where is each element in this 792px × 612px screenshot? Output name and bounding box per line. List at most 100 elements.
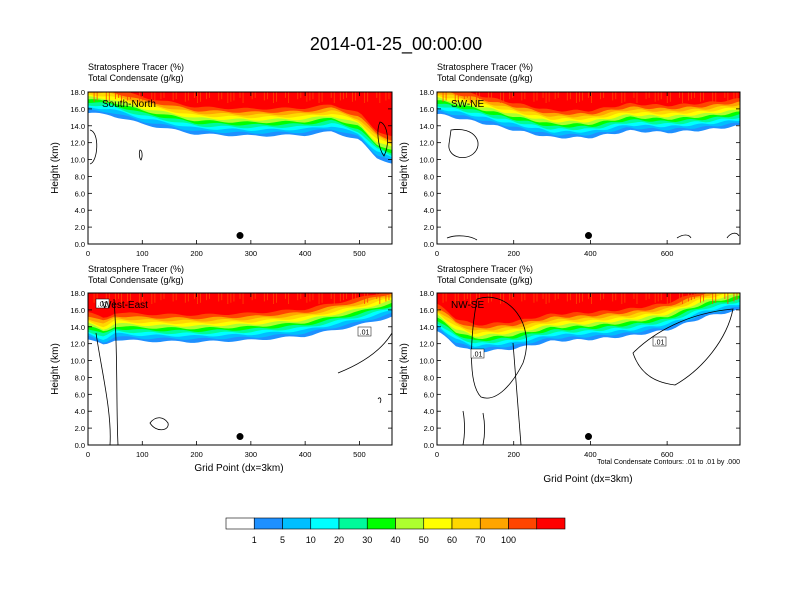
contour-label-box bbox=[652, 336, 667, 347]
x-tick-label: 400 bbox=[584, 450, 597, 459]
condensate-contour bbox=[377, 121, 388, 157]
condensate-contour bbox=[726, 232, 740, 239]
colorbar-swatch bbox=[508, 517, 538, 530]
contour-label: .01 bbox=[655, 340, 665, 347]
y-tick-label: 8.0 bbox=[75, 172, 85, 181]
contour-label-box bbox=[470, 348, 485, 359]
condensate-contour bbox=[512, 342, 522, 445]
colorbar: 1 5 10 20 30 40 50 60 70 100 bbox=[225, 517, 566, 545]
contour-note: Total Condensate Contours: .01 to .01 by… bbox=[597, 459, 740, 466]
y-tick-label: 4.0 bbox=[75, 206, 85, 215]
y-tick-label: 2.0 bbox=[424, 424, 434, 433]
condensate-contour bbox=[377, 397, 382, 404]
panel-label: SW-NE bbox=[451, 99, 484, 110]
panel-sw-ne: Stratosphere Tracer (%) Total Condensate… bbox=[399, 62, 741, 258]
y-tick-label: 0.0 bbox=[424, 441, 434, 450]
contour-label: .01 bbox=[98, 302, 108, 309]
plot-frame bbox=[436, 292, 741, 446]
contour-label-box bbox=[95, 298, 110, 309]
colorbar-swatch bbox=[366, 517, 396, 530]
x-tick-label: 200 bbox=[190, 249, 203, 258]
x-tick-label: 0 bbox=[435, 249, 439, 258]
x-tick-label: 500 bbox=[353, 450, 366, 459]
colorbar-swatch bbox=[338, 517, 368, 530]
location-marker bbox=[585, 433, 592, 441]
colorbar-swatch bbox=[451, 517, 481, 530]
y-tick-label: 10.0 bbox=[70, 156, 85, 165]
panel-subtitle-line1: Stratosphere Tracer (%) bbox=[437, 62, 533, 72]
panel-subtitle-line2: Total Condensate (g/kg) bbox=[88, 275, 184, 285]
x-tick-label: 600 bbox=[661, 249, 674, 258]
panel-nw-se: Stratosphere Tracer (%) Total Condensate… bbox=[399, 264, 741, 485]
colorbar-label: 40 bbox=[390, 535, 400, 545]
panel-label: West-East bbox=[102, 300, 148, 311]
y-tick-label: 16.0 bbox=[419, 105, 434, 114]
y-tick-label: 12.0 bbox=[70, 139, 85, 148]
panel-subtitle-line1: Stratosphere Tracer (%) bbox=[88, 62, 184, 72]
y-tick-label: 18.0 bbox=[419, 88, 434, 97]
y-tick-label: 2.0 bbox=[424, 223, 434, 232]
y-tick-label: 14.0 bbox=[70, 122, 85, 131]
y-tick-label: 12.0 bbox=[419, 139, 434, 148]
y-tick-label: 0.0 bbox=[75, 441, 85, 450]
location-marker bbox=[236, 232, 244, 240]
contour-label: .01 bbox=[473, 352, 483, 359]
colorbar-swatch bbox=[423, 517, 453, 530]
y-tick-label: 2.0 bbox=[75, 424, 85, 433]
panel-west-east: Stratosphere Tracer (%) Total Condensate… bbox=[50, 264, 393, 474]
plot-frame bbox=[436, 91, 741, 245]
panel-south-north: Stratosphere Tracer (%) Total Condensate… bbox=[50, 62, 393, 258]
y-tick-label: 2.0 bbox=[75, 223, 85, 232]
colorbar-swatch bbox=[253, 517, 283, 530]
x-axis-label: Grid Point (dx=3km) bbox=[194, 463, 283, 474]
colorbar-swatch bbox=[310, 517, 340, 530]
x-tick-label: 400 bbox=[584, 249, 597, 258]
tracer-field bbox=[437, 92, 740, 244]
y-tick-label: 8.0 bbox=[424, 172, 434, 181]
plot-frame bbox=[87, 91, 393, 245]
y-tick-label: 16.0 bbox=[70, 105, 85, 114]
y-axis-label: Height (km) bbox=[50, 343, 61, 395]
colorbar-swatch bbox=[479, 517, 509, 530]
y-tick-label: 16.0 bbox=[70, 306, 85, 315]
y-tick-label: 14.0 bbox=[419, 323, 434, 332]
x-tick-label: 100 bbox=[136, 249, 149, 258]
condensate-contour bbox=[482, 412, 485, 445]
contour-label-box bbox=[357, 326, 372, 337]
y-tick-label: 18.0 bbox=[70, 88, 85, 97]
colorbar-label: 5 bbox=[280, 535, 285, 545]
condensate-contour bbox=[446, 235, 478, 241]
colorbar-label: 10 bbox=[306, 535, 316, 545]
x-tick-label: 0 bbox=[435, 450, 439, 459]
y-tick-label: 8.0 bbox=[424, 373, 434, 382]
panel-subtitle-line1: Stratosphere Tracer (%) bbox=[437, 264, 533, 274]
colorbar-label: 60 bbox=[447, 535, 457, 545]
y-tick-label: 6.0 bbox=[424, 390, 434, 399]
y-tick-label: 10.0 bbox=[419, 156, 434, 165]
colorbar-swatch bbox=[282, 517, 312, 530]
y-tick-label: 18.0 bbox=[419, 289, 434, 298]
panel-subtitle-line2: Total Condensate (g/kg) bbox=[88, 73, 184, 83]
condensate-contour bbox=[632, 308, 734, 386]
y-tick-label: 0.0 bbox=[75, 240, 85, 249]
y-axis-label: Height (km) bbox=[50, 142, 61, 194]
condensate-contour bbox=[95, 332, 111, 445]
y-axis-label: Height (km) bbox=[399, 343, 410, 395]
x-axis-label: Grid Point (dx=3km) bbox=[543, 474, 632, 485]
y-tick-label: 4.0 bbox=[424, 206, 434, 215]
y-tick-label: 10.0 bbox=[70, 357, 85, 366]
panel-subtitle-line1: Stratosphere Tracer (%) bbox=[88, 264, 184, 274]
x-tick-label: 300 bbox=[245, 249, 258, 258]
tracer-band-11 bbox=[88, 92, 392, 137]
x-tick-label: 400 bbox=[299, 249, 312, 258]
colorbar-swatch bbox=[225, 517, 255, 530]
condensate-contour bbox=[138, 149, 143, 161]
location-marker bbox=[585, 232, 592, 240]
condensate-contour bbox=[337, 332, 392, 374]
y-tick-label: 18.0 bbox=[70, 289, 85, 298]
y-tick-label: 4.0 bbox=[75, 407, 85, 416]
colorbar-label: 1 bbox=[252, 535, 257, 545]
y-tick-label: 8.0 bbox=[75, 373, 85, 382]
x-tick-label: 200 bbox=[507, 249, 520, 258]
